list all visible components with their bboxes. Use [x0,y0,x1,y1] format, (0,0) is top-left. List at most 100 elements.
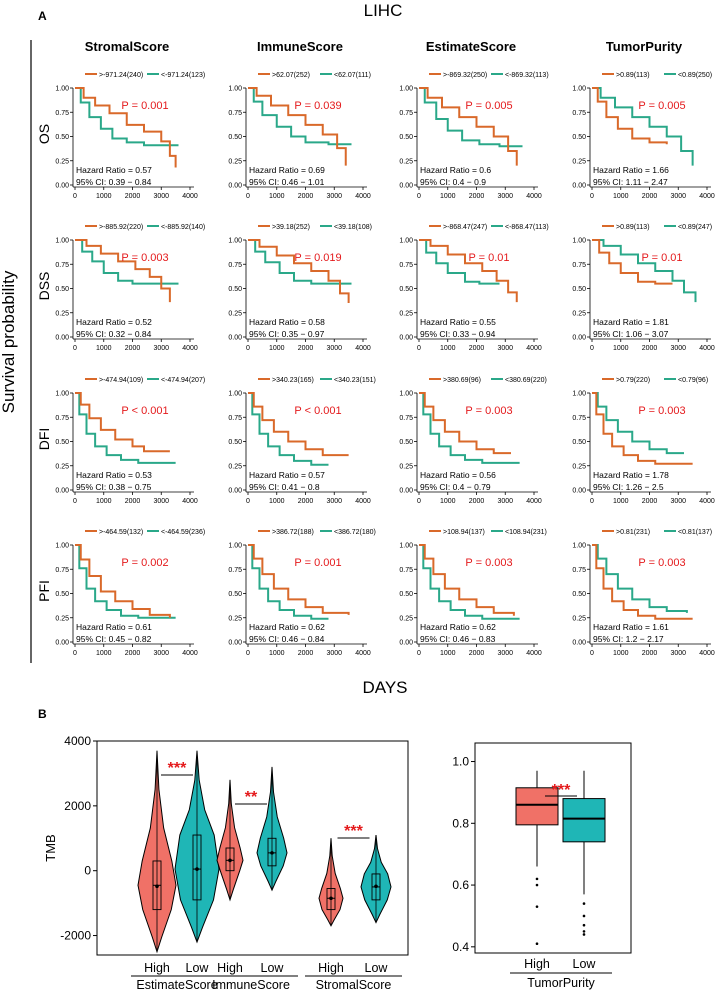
box-outlier [582,923,586,927]
x-tick-label: 0 [246,345,250,352]
y-tick-label: 0.50 [55,591,69,598]
x-tick-label: 2000 [125,193,141,200]
confidence-interval: 95% CI: 0.4 − 0.9 [420,177,486,187]
km-panel: >-971.24(240) <-971.24(123) 0.00 0.25 0.50 0.… [55,72,205,200]
significance-stars: ** [245,789,258,806]
x-tick-label: 4000 [182,650,198,657]
y-tick-label: 1.00 [572,238,586,245]
y-tick-label: 0.75 [399,567,413,574]
y-tick-label: 0.50 [55,134,69,141]
y-tick-label: 1.00 [228,543,242,550]
hazard-ratio: Hazard Ratio = 0.57 [249,470,325,480]
x-tick-label: 3000 [497,650,513,657]
y-tick-label: 0.00 [572,488,586,495]
survival-curve-low [592,87,694,166]
legend-label-high: >108.94(137) [443,529,485,536]
y-tick-label: 0.50 [399,439,413,446]
y-tick-label: 0.75 [399,110,413,117]
x-tick-label: 0 [417,193,421,200]
x-tick-label: 3000 [153,498,169,505]
y-tick-label: 0.00 [399,183,413,190]
survival-curve-high [592,239,673,285]
y-tick-label: 0.00 [399,488,413,495]
confidence-interval: 95% CI: 1.26 − 2.5 [593,482,664,492]
y-tick-label: 1.00 [572,86,586,93]
x-tick-label: 4000 [526,498,542,505]
box-significance-stars: *** [552,782,571,799]
y-tick-label: 0.75 [55,262,69,269]
legend-label-high: >340.23(165) [272,377,314,384]
y-tick-label: 0.00 [228,183,242,190]
y-tick-label: 0.50 [572,134,586,141]
row-title: DSS [36,272,52,301]
x-tick-label: 4000 [526,345,542,352]
y-tick-label: 0.25 [228,463,242,470]
violin-y-tick-label: -2000 [60,929,91,943]
x-tick-label: 3000 [497,345,513,352]
survival-curve-low [419,87,523,148]
survival-curve-low [248,544,329,620]
hazard-ratio: Hazard Ratio = 1.61 [593,622,669,632]
survival-curve-low [592,392,684,455]
survival-curve-low [419,544,520,620]
confidence-interval: 95% CI: 0.46 − 0.84 [249,634,325,644]
survival-curve-low [419,392,520,464]
box-group-label: Low [573,957,597,971]
legend-label-high: >380.69(96) [443,377,481,384]
y-tick-label: 0.00 [572,640,586,647]
box-outlier [582,914,586,918]
y-tick-label: 0.00 [55,488,69,495]
legend-label-low: <0.89(250) [678,72,712,79]
x-tick-label: 0 [73,193,77,200]
km-panel: >340.23(165) <340.23(151) 0.00 0.25 0.50 0.75… [228,377,375,505]
km-panel: >39.18(252) <39.18(108) 0.00 0.25 0.50 0.75 1.… [228,224,372,352]
column-title: ImmuneScore [257,39,343,54]
box-outlier [535,877,539,881]
hazard-ratio: Hazard Ratio = 0.61 [76,622,152,632]
x-tick-label: 4000 [699,193,715,200]
x-tick-label: 2000 [298,498,314,505]
violin-y-tick-label: 2000 [64,799,91,813]
survival-curve-high [248,544,350,615]
hazard-ratio: Hazard Ratio = 0.6 [420,165,491,175]
survival-curve-low [419,239,500,285]
legend-label-low: <340.23(151) [334,377,376,384]
x-tick-label: 2000 [125,650,141,657]
y-tick-label: 0.00 [399,640,413,647]
x-tick-label: 1000 [269,650,285,657]
box-outlier [582,930,586,933]
km-panel: >380.69(96) <380.69(220) 0.00 0.25 0.50 0.75 1… [399,377,546,505]
x-tick-label: 1000 [96,345,112,352]
km-panel: >-885.92(220) <-885.92(140) 0.00 0.25 0.50 0.… [55,224,205,352]
y-tick-label: 0.00 [228,640,242,647]
y-tick-label: 1.00 [228,391,242,398]
x-tick-label: 3000 [326,650,342,657]
box-outlier [535,883,539,887]
confidence-interval: 95% CI: 0.32 − 0.84 [76,329,152,339]
y-tick-label: 0.50 [572,286,586,293]
violin-y-tick-label: 4000 [64,734,91,748]
p-value: P = 0.001 [121,100,168,112]
survival-curve-high [248,87,347,166]
y-tick-label: 0.75 [399,262,413,269]
legend-label-high: >-885.92(220) [99,224,143,231]
x-tick-label: 1000 [269,498,285,505]
y-tick-label: 0.25 [572,310,586,317]
x-tick-label: 4000 [182,345,198,352]
y-tick-label: 0.50 [399,591,413,598]
legend-label-low: <0.79(96) [678,377,708,384]
column-title: TumorPurity [606,39,683,54]
y-tick-label: 0.50 [228,591,242,598]
y-tick-label: 0.25 [55,310,69,317]
p-value: P = 0.005 [465,100,512,112]
y-tick-label: 1.00 [572,391,586,398]
y-tick-label: 0.75 [572,567,586,574]
y-tick-label: 1.00 [228,86,242,93]
confidence-interval: 95% CI: 0.33 − 0.94 [420,329,496,339]
confidence-interval: 95% CI: 0.35 − 0.97 [249,329,325,339]
panel-b-label: B [38,707,47,721]
km-panel: >-474.94(109) <-474.94(207) 0.00 0.25 0.50 0.… [55,377,205,505]
y-tick-label: 0.75 [572,262,586,269]
x-tick-label: 1000 [440,193,456,200]
legend-label-high: >39.18(252) [272,224,310,231]
